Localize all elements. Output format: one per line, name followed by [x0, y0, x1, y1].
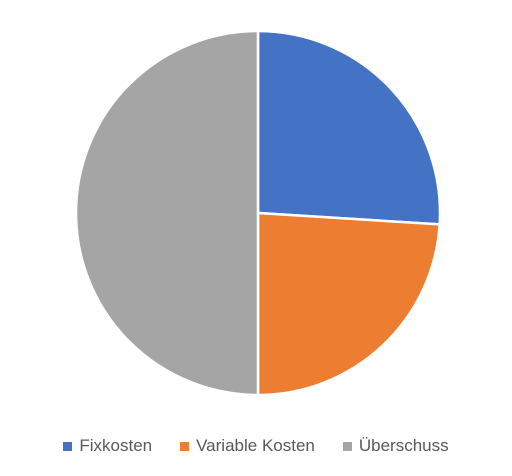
legend-item-ueberschuss: Überschuss	[342, 436, 449, 456]
chart-legend: Fixkosten Variable Kosten Überschuss	[0, 432, 512, 460]
pie-slice-ueberschuss	[74, 29, 260, 397]
pie-slice-fixkosten	[256, 29, 442, 226]
pie-slices	[74, 29, 442, 397]
pie-slice-variable-kosten	[256, 211, 441, 397]
legend-label-ueberschuss: Überschuss	[358, 436, 449, 455]
legend-item-fixkosten: Fixkosten	[63, 436, 152, 456]
legend-label-fixkosten: Fixkosten	[79, 436, 153, 455]
legend-item-variable-kosten: Variable Kosten	[180, 436, 315, 456]
legend-swatch-fixkosten	[63, 441, 73, 451]
legend-label-variable-kosten: Variable Kosten	[196, 436, 315, 455]
legend-swatch-ueberschuss	[342, 441, 352, 451]
legend-swatch-variable-kosten	[180, 441, 190, 451]
